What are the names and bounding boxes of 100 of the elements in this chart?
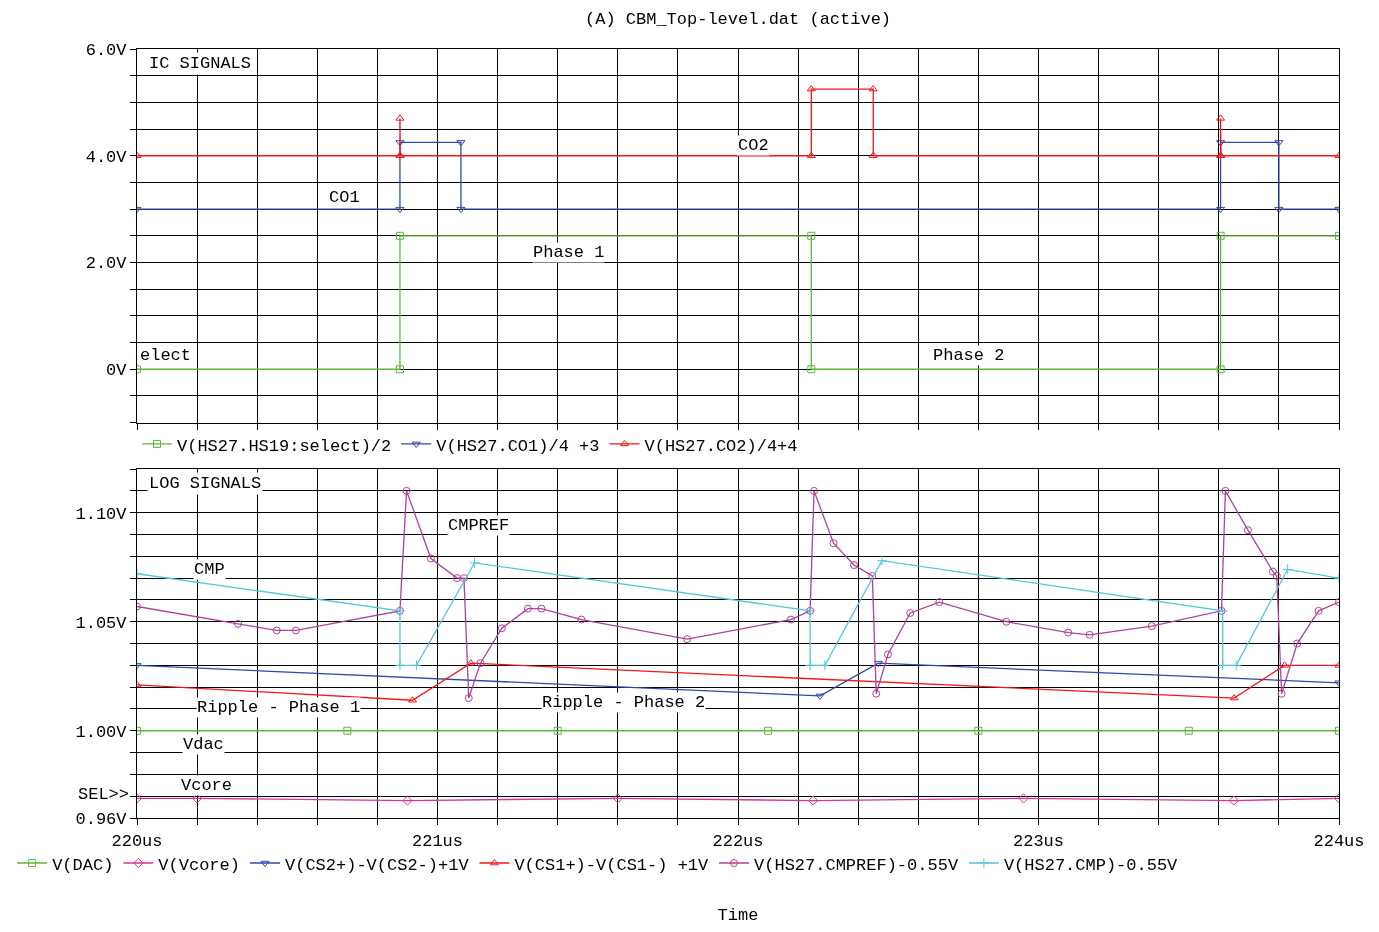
point <box>1272 571 1281 580</box>
annotation: Vcore <box>181 776 233 795</box>
point <box>868 571 877 580</box>
legend-label: V(CS1+)-V(CS1-) +1V <box>514 855 710 875</box>
text: SEL>> <box>78 785 130 804</box>
point <box>807 365 816 374</box>
point <box>395 206 405 214</box>
x-axis-title: Time <box>717 905 759 925</box>
legend-label: V(Vcore) <box>158 855 240 875</box>
point <box>553 726 562 735</box>
point <box>764 726 773 735</box>
point <box>1230 659 1242 671</box>
point <box>537 604 546 613</box>
point <box>1184 726 1193 735</box>
point <box>806 85 816 92</box>
point <box>1216 231 1225 240</box>
point <box>1064 628 1073 637</box>
legend-label: V(HS27.CMPREF)-0.55V <box>754 855 959 875</box>
point <box>456 206 466 214</box>
legend-label: V(HS27.CO2)/4+4 <box>644 436 798 456</box>
point <box>464 694 473 703</box>
x-tick-label: 224us <box>1313 831 1365 851</box>
point <box>411 659 422 671</box>
point <box>1268 567 1277 576</box>
point <box>272 626 281 635</box>
point <box>810 486 819 495</box>
y-tick-label: 1.05V <box>75 613 128 633</box>
point <box>233 619 242 628</box>
point <box>1314 606 1323 615</box>
point <box>849 561 858 570</box>
point <box>872 689 881 698</box>
point <box>1018 793 1029 804</box>
legend-label: V(HS27.CMP)-0.55V <box>1003 855 1179 875</box>
point <box>395 140 405 147</box>
point <box>1280 661 1290 668</box>
point <box>1216 114 1226 121</box>
annotation: Ripple - Phase 2 <box>542 693 706 712</box>
point <box>906 609 915 618</box>
point <box>402 486 411 495</box>
point <box>1085 630 1094 639</box>
point <box>806 151 816 158</box>
point <box>883 650 892 659</box>
y-tick-label: 0.96V <box>75 809 128 829</box>
point <box>408 696 418 703</box>
legend-label: V(HS27.HS19:select)/2 <box>177 436 392 456</box>
point <box>395 114 405 121</box>
point <box>291 626 300 635</box>
annotation: Vdac <box>183 735 224 754</box>
point <box>1216 140 1226 147</box>
legend-label: V(CS2+)-V(CS2-)+1V <box>284 855 470 875</box>
point <box>426 554 435 563</box>
point <box>1216 206 1226 214</box>
annotation: Phase 2 <box>933 346 1005 365</box>
point <box>394 659 406 671</box>
point <box>1229 694 1239 701</box>
point <box>1274 140 1284 147</box>
x-tick-label: 222us <box>712 831 764 851</box>
y-tick-label: 2.0V <box>85 254 128 274</box>
point <box>1282 563 1294 575</box>
point <box>469 557 480 569</box>
point <box>683 635 692 644</box>
point <box>456 140 466 147</box>
point <box>497 624 506 633</box>
point <box>476 659 485 668</box>
annotation: CMP <box>194 560 225 579</box>
point <box>868 85 878 92</box>
x-tick-label: 223us <box>1012 831 1065 851</box>
point <box>395 365 404 374</box>
point <box>395 231 404 240</box>
point <box>523 604 532 613</box>
y-tick-label: 0V <box>106 361 128 381</box>
legend-label: V(HS27.CO1)/4 +3 <box>436 436 600 456</box>
point <box>935 598 944 607</box>
point <box>1216 365 1225 374</box>
annotation: elect <box>140 346 192 365</box>
point <box>466 659 476 666</box>
annotation: CO2 <box>738 136 769 155</box>
point <box>808 795 819 806</box>
point <box>402 795 413 806</box>
y-tick-label: 6.0V <box>85 40 128 60</box>
point <box>876 555 888 567</box>
point <box>1002 617 1011 626</box>
point <box>804 659 816 671</box>
point <box>807 231 816 240</box>
legend-label: V(DAC) <box>52 855 114 875</box>
point <box>829 539 838 548</box>
point <box>343 726 352 735</box>
y-tick-label: 4.0V <box>85 147 128 167</box>
annotation: Phase 1 <box>533 243 605 262</box>
point <box>1217 659 1229 671</box>
x-tick-label: 220us <box>111 831 163 851</box>
point <box>1274 206 1284 214</box>
point <box>974 726 983 735</box>
point <box>1243 526 1252 535</box>
point <box>1147 622 1156 631</box>
chart-title: (A) CBM_Top-level.dat (active) <box>585 10 892 29</box>
point <box>1228 795 1239 806</box>
point <box>868 151 878 158</box>
y-tick-label: 1.00V <box>75 722 128 742</box>
point <box>1277 689 1286 698</box>
